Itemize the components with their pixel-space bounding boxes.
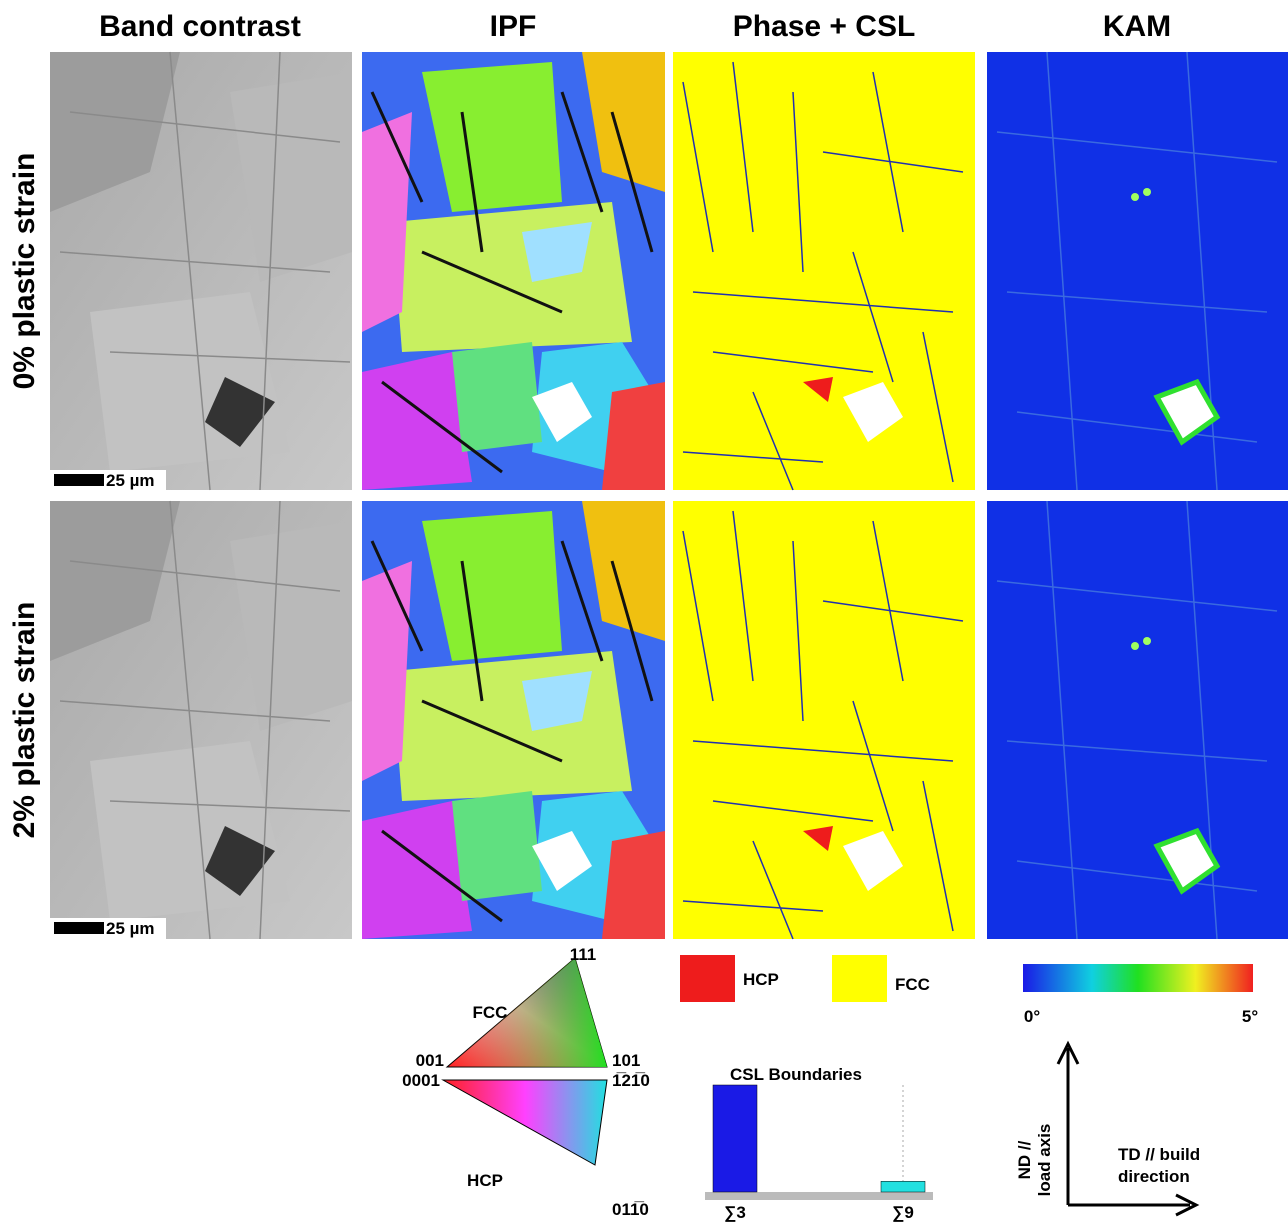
phase-legend: HCP FCC	[680, 955, 930, 1002]
axis-label: load axis	[1035, 1124, 1054, 1197]
column-title: Band contrast	[99, 10, 301, 43]
axis-label: ND //	[1015, 1140, 1034, 1179]
colorbar-label: 0°	[1024, 1007, 1040, 1026]
bar	[881, 1181, 925, 1192]
axis-label: TD // build	[1118, 1145, 1200, 1164]
legend-swatch	[680, 955, 735, 1002]
scale-bar	[54, 922, 104, 934]
legend-label: HCP	[743, 970, 779, 989]
scale-bar-label: 25 µm	[106, 471, 155, 490]
colorbar-label: 5°	[1242, 1007, 1258, 1026]
ipf-label: 011̅0	[612, 1200, 649, 1219]
csl-chart: CSL Boundaries ∑3 ∑9	[705, 1065, 933, 1222]
ipf-label: 1̅21̅0	[612, 1071, 650, 1090]
ipf-key: 111 FCC 001 101 0001 1̅21̅0 HCP 011̅0	[402, 945, 650, 1219]
chart-title: CSL Boundaries	[730, 1065, 862, 1084]
column-title: IPF	[490, 10, 537, 43]
row-title: 0% plastic strain	[8, 153, 41, 390]
axes-key: ND // load axis TD // build direction	[1015, 1044, 1200, 1215]
ipf-label: 101	[612, 1051, 640, 1070]
ipf-label: 111	[570, 945, 597, 964]
ipf-label: HCP	[467, 1171, 503, 1190]
scale-bar-label: 25 µm	[106, 919, 155, 938]
legend-swatch	[832, 955, 887, 1002]
ipf-label: 0001	[402, 1071, 440, 1090]
column-title: KAM	[1103, 10, 1171, 43]
figure: Band contrast IPF Phase + CSL KAM 0% pla…	[0, 0, 1288, 1224]
ipf-label: FCC	[473, 1003, 508, 1022]
map-panels	[50, 52, 1288, 939]
kam-colorbar: 0° 5°	[1023, 964, 1258, 1026]
bar	[713, 1085, 757, 1192]
row-title: 2% plastic strain	[8, 602, 41, 839]
ipf-label: 001	[416, 1051, 444, 1070]
axis-label: direction	[1118, 1167, 1190, 1186]
column-title: Phase + CSL	[733, 10, 916, 43]
scale-bar	[54, 474, 104, 486]
x-tick-label: ∑9	[892, 1203, 914, 1222]
baseline	[705, 1192, 933, 1200]
x-tick-label: ∑3	[724, 1203, 746, 1222]
legend-label: FCC	[895, 975, 930, 994]
